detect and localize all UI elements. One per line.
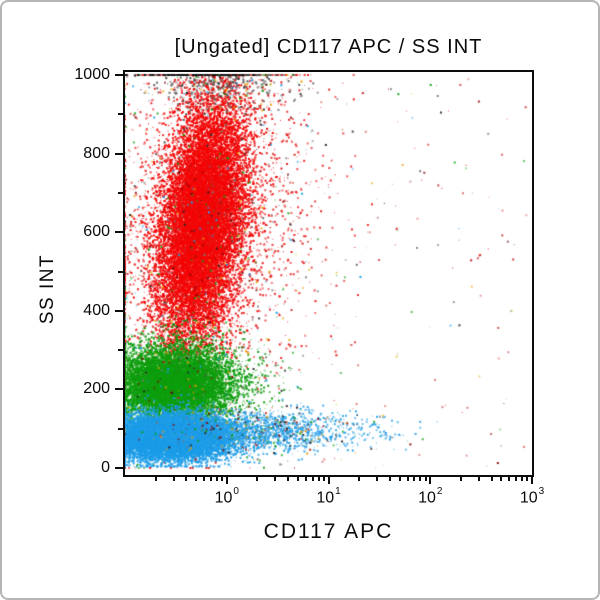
x-tick-minor	[296, 476, 299, 481]
y-tick-label: 1000	[74, 66, 110, 83]
x-tick-minor	[317, 476, 320, 481]
x-tick-label: 103	[519, 486, 545, 507]
y-tick-minor	[118, 349, 123, 352]
x-tick-major	[531, 476, 533, 484]
x-tick-minor	[287, 476, 289, 481]
x-tick-minor	[358, 476, 361, 481]
x-tick-minor	[413, 476, 416, 481]
x-tick-minor	[203, 476, 206, 481]
x-tick-label: 101	[316, 486, 341, 507]
x-tick-minor	[398, 476, 401, 481]
x-tick-minor	[154, 476, 157, 481]
plot-border	[123, 70, 534, 477]
x-tick-minor	[515, 476, 518, 481]
y-tick-major	[115, 152, 123, 155]
y-tick-minor	[118, 113, 123, 116]
x-tick-minor	[406, 476, 409, 481]
x-tick-minor	[490, 476, 493, 481]
x-tick-minor	[274, 476, 277, 481]
x-tick-major	[327, 476, 330, 484]
x-tick-minor	[376, 476, 379, 481]
y-tick-label: 0	[101, 459, 110, 476]
x-tick-label: 102	[418, 486, 443, 507]
x-tick-minor	[508, 476, 511, 481]
x-tick-minor	[215, 476, 218, 481]
y-axis-title: SS INT	[37, 253, 58, 325]
x-tick-minor	[526, 476, 529, 481]
x-tick-label: 100	[214, 486, 239, 507]
x-tick-minor	[311, 476, 314, 481]
x-axis-title: CD117 APC	[263, 520, 394, 543]
x-tick-major	[225, 476, 228, 484]
x-tick-minor	[477, 476, 480, 481]
x-tick-minor	[256, 476, 259, 481]
x-tick-minor	[424, 476, 427, 481]
y-tick-label: 800	[83, 144, 110, 162]
y-tick-label: 200	[83, 380, 110, 398]
x-tick-minor	[388, 476, 391, 481]
x-tick-minor	[172, 476, 175, 481]
x-tick-minor	[185, 476, 188, 481]
x-tick-minor	[304, 476, 307, 481]
y-tick-major	[115, 74, 123, 76]
x-tick-minor	[419, 476, 422, 481]
y-tick-minor	[118, 191, 123, 194]
y-tick-major	[115, 467, 123, 469]
x-tick-minor	[195, 476, 198, 481]
x-tick-minor	[209, 476, 212, 481]
y-tick-major	[115, 231, 123, 234]
y-tick-label: 600	[83, 223, 110, 241]
chart-title: [Ungated] CD117 APC / SS INT	[174, 36, 483, 58]
x-tick-minor	[221, 476, 224, 481]
x-tick-major	[429, 476, 432, 484]
y-tick-major	[115, 309, 123, 312]
y-tick-minor	[118, 270, 123, 273]
x-tick-minor	[500, 476, 503, 481]
x-tick-minor	[459, 476, 462, 481]
x-tick-minor	[322, 476, 325, 481]
x-tick-minor	[521, 476, 524, 481]
y-tick-minor	[118, 427, 123, 430]
y-tick-major	[115, 388, 123, 391]
scatter-canvas	[125, 72, 532, 475]
y-tick-label: 400	[83, 301, 110, 319]
